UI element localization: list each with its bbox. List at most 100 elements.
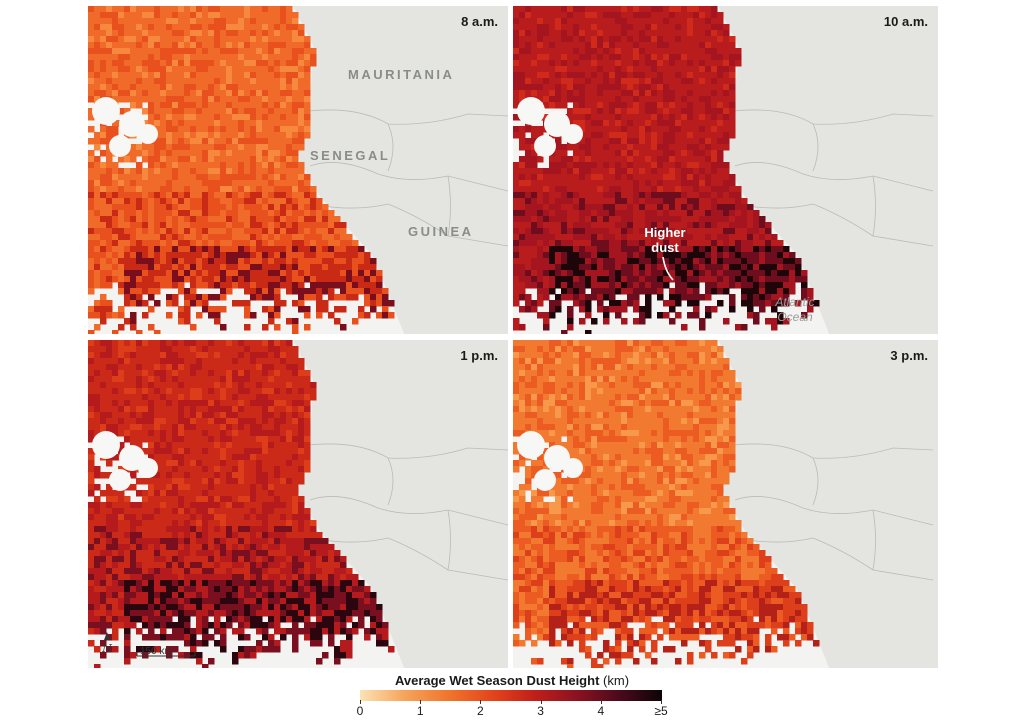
- dust-cell: [172, 442, 179, 449]
- dust-cell: [142, 234, 149, 241]
- dust-cell: [328, 312, 335, 319]
- dust-cell: [645, 162, 652, 169]
- dust-cell: [705, 42, 712, 49]
- dust-cell: [190, 12, 197, 19]
- dust-cell: [172, 6, 179, 13]
- dust-cell: [100, 162, 107, 169]
- dust-cell: [615, 72, 622, 79]
- dust-cell: [304, 72, 311, 79]
- dust-cell: [238, 352, 245, 359]
- dust-cell: [615, 204, 622, 211]
- dust-cell: [316, 264, 323, 271]
- dust-cell: [657, 294, 664, 301]
- dust-cell: [549, 264, 556, 271]
- dust-cell: [112, 96, 119, 103]
- dust-cell: [555, 162, 562, 169]
- dust-cell: [142, 388, 149, 395]
- dust-cell: [106, 306, 113, 313]
- dust-cell: [172, 180, 179, 187]
- dust-cell: [573, 210, 580, 217]
- dust-cell: [88, 72, 95, 79]
- dust-cell: [519, 210, 526, 217]
- dust-cell: [519, 90, 526, 97]
- dust-cell: [190, 84, 197, 91]
- dust-cell: [537, 312, 544, 319]
- dust-cell: [256, 162, 263, 169]
- dust-cell: [621, 138, 628, 145]
- dust-cell: [160, 442, 167, 449]
- dust-cell: [118, 78, 125, 85]
- dust-cell: [130, 370, 137, 377]
- dust-cell: [519, 36, 526, 43]
- dust-cell: [585, 72, 592, 79]
- dust-cell: [585, 102, 592, 109]
- dust-cell: [519, 54, 526, 61]
- dust-cell: [579, 24, 586, 31]
- dust-cell: [148, 382, 155, 389]
- dust-cell: [639, 216, 646, 223]
- dust-cell: [615, 234, 622, 241]
- dust-cell: [286, 114, 293, 121]
- dust-cell: [226, 102, 233, 109]
- dust-cell: [178, 36, 185, 43]
- dust-cell: [747, 240, 754, 247]
- dust-cell: [148, 222, 155, 229]
- dust-cell: [250, 478, 257, 485]
- dust-cell: [250, 6, 257, 13]
- dust-cell: [244, 448, 251, 455]
- dust-cell: [747, 270, 754, 277]
- dust-cell: [256, 418, 263, 425]
- dust-cell: [202, 216, 209, 223]
- dust-cell: [573, 186, 580, 193]
- dust-cell: [555, 18, 562, 25]
- dust-cell: [274, 436, 281, 443]
- dust-cell: [118, 180, 125, 187]
- dust-cell: [747, 210, 754, 217]
- dust-cell: [112, 24, 119, 31]
- dust-cell: [154, 168, 161, 175]
- dust-cell: [178, 84, 185, 91]
- dust-cell: [801, 312, 808, 319]
- dust-cell: [286, 36, 293, 43]
- dust-cell: [286, 72, 293, 79]
- dust-cell: [717, 102, 724, 109]
- dust-cell: [196, 424, 203, 431]
- dust-cell: [609, 228, 616, 235]
- dust-cell: [286, 186, 293, 193]
- dust-cell: [88, 252, 95, 259]
- dust-cell: [160, 198, 167, 205]
- dust-cell: [190, 442, 197, 449]
- dust-cell: [112, 502, 119, 509]
- dust-cell: [537, 18, 544, 25]
- dust-cell: [579, 264, 586, 271]
- dust-cell: [94, 216, 101, 223]
- dust-cell: [741, 216, 748, 223]
- dust-cell: [274, 412, 281, 419]
- dust-cell: [729, 120, 736, 127]
- dust-cell: [759, 216, 766, 223]
- dust-cell: [262, 150, 269, 157]
- dust-cell: [208, 460, 215, 467]
- dust-cell: [615, 264, 622, 271]
- dust-cell: [202, 72, 209, 79]
- dust-cell: [358, 264, 365, 271]
- dust-cell: [94, 406, 101, 413]
- dust-cell: [519, 138, 526, 145]
- dust-cell: [160, 466, 167, 473]
- dust-cell: [238, 240, 245, 247]
- dust-cell: [262, 306, 269, 313]
- dust-cell: [645, 270, 652, 277]
- dust-cell: [633, 222, 640, 229]
- dust-cell: [717, 42, 724, 49]
- dust-cell: [250, 270, 257, 277]
- dust-cell: [130, 312, 137, 319]
- dust-cell: [274, 490, 281, 497]
- dust-cell: [94, 246, 101, 253]
- dust-cell: [310, 204, 317, 211]
- dust-cell: [196, 6, 203, 13]
- dust-cell: [681, 276, 688, 283]
- dust-cell: [304, 246, 311, 253]
- dust-cell: [274, 484, 281, 491]
- dust-cell: [298, 264, 305, 271]
- dust-cell: [609, 48, 616, 55]
